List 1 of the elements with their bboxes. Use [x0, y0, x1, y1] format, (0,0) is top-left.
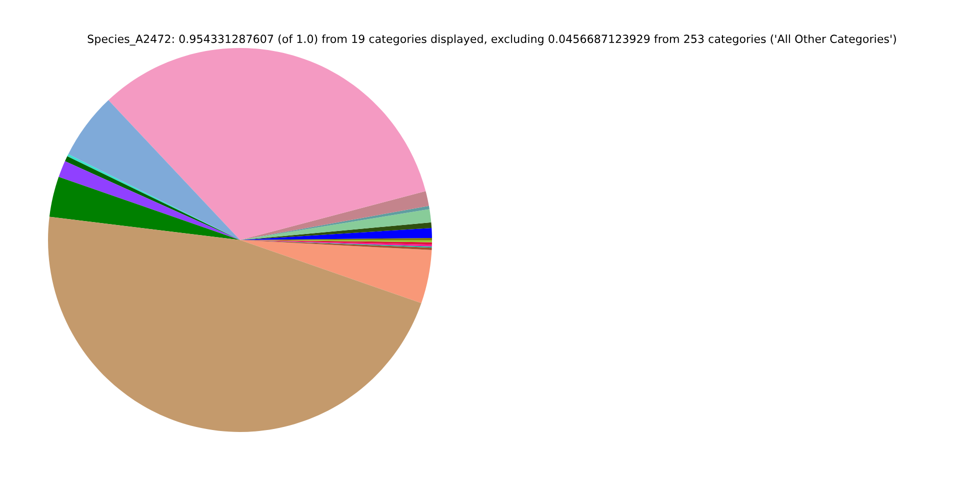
text: Species_A2472: 0.954331287607 (of 1.0) from 19 categories displayed, excluding 0.0456687123929 from 253 categories ('All Other Categories') [88, 34, 896, 46]
